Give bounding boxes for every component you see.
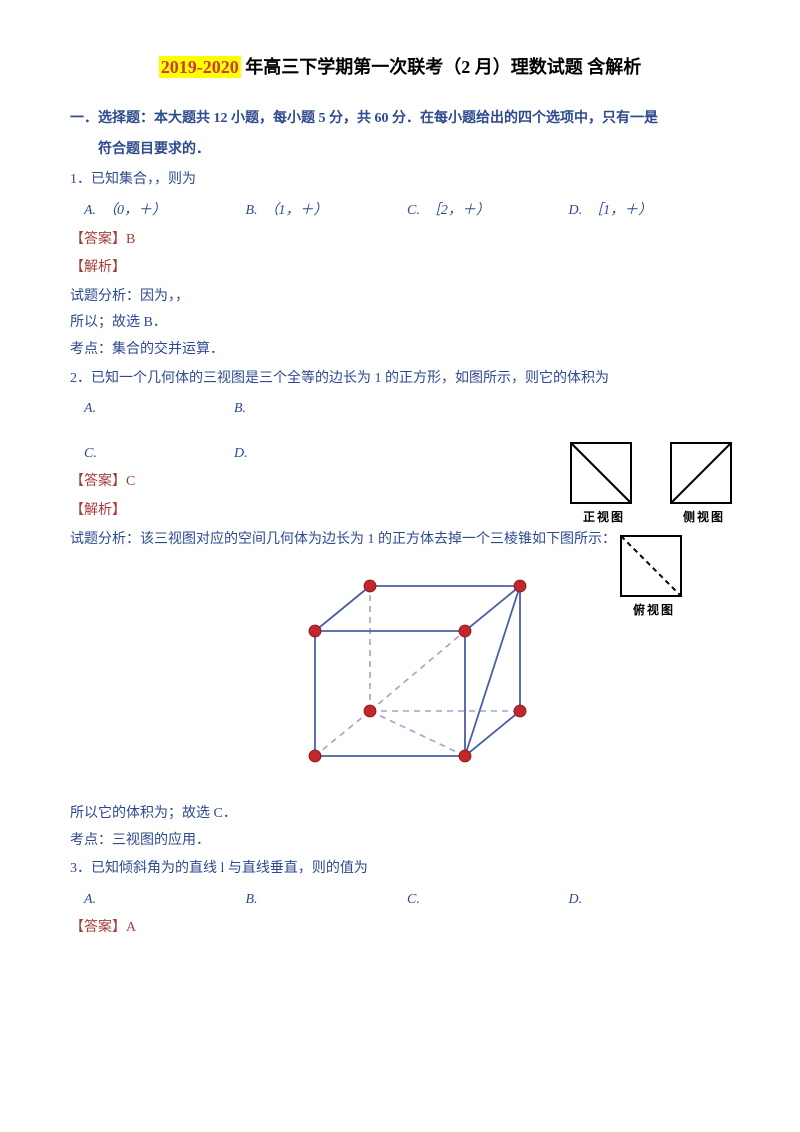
q2-option-a: A. <box>84 396 234 423</box>
q1-stem: 1．已知集合，，则为 <box>70 167 730 194</box>
q1-answer: 【答案】B <box>70 227 730 254</box>
q1-analysis-line1: 试题分析：因为，， <box>70 284 730 311</box>
q2-options-row1: A. B. <box>84 396 730 423</box>
q2-option-b: B. <box>234 396 384 423</box>
side-view: 侧视图 <box>670 442 738 529</box>
q1-options: A. （0，＋） B. （1，＋） C. ［2，＋） D. ［1，＋） <box>84 198 730 225</box>
top-view: 俯视图 <box>620 535 688 622</box>
q3-option-a: A. <box>84 887 246 914</box>
q1-point: 考点：集合的交并运算． <box>70 337 730 364</box>
q1-option-c: C. ［2，＋） <box>407 198 569 225</box>
q2-analysis-line2: 所以它的体积为；故选 C． <box>70 801 730 828</box>
q3-option-d: D. <box>569 887 731 914</box>
q3-answer: 【答案】A <box>70 915 730 942</box>
top-view-label: 俯视图 <box>620 599 688 622</box>
q1-option-d: D. ［1，＋） <box>569 198 731 225</box>
q3-option-c: C. <box>407 887 569 914</box>
q3-options: A. B. C. D. <box>84 887 730 914</box>
q3-stem: 3．已知倾斜角为的直线 l 与直线垂直，则的值为 <box>70 856 730 883</box>
front-view-label: 正视图 <box>570 506 638 529</box>
q2-point: 考点：三视图的应用． <box>70 828 730 855</box>
q2-stem: 2．已知一个几何体的三视图是三个全等的边长为 1 的正方形，如图所示，则它的体积… <box>70 366 730 393</box>
side-view-label: 侧视图 <box>670 506 738 529</box>
three-views-figure: 正视图 侧视图 俯视图 <box>570 442 738 622</box>
front-view: 正视图 <box>570 442 638 529</box>
q3-option-b: B. <box>246 887 408 914</box>
title-highlight: 2019-2020 <box>159 56 241 78</box>
title-rest: 年高三下学期第一次联考（2 月）理数试题 含解析 <box>241 57 642 77</box>
page-title: 2019-2020 年高三下学期第一次联考（2 月）理数试题 含解析 <box>70 50 730 84</box>
q2-option-c: C. <box>84 441 234 468</box>
q2-option-d: D. <box>234 441 384 468</box>
q1-analysis-line2: 所以；故选 B． <box>70 310 730 337</box>
q1-option-a: A. （0，＋） <box>84 198 246 225</box>
section-heading-line2: 符合题目要求的． <box>70 137 730 164</box>
section-heading-line1: 一．选择题：本大题共 12 小题，每小题 5 分，共 60 分．在每小题给出的四… <box>70 106 730 133</box>
q1-option-b: B. （1，＋） <box>246 198 408 225</box>
q1-analysis-label: 【解析】 <box>70 255 730 282</box>
